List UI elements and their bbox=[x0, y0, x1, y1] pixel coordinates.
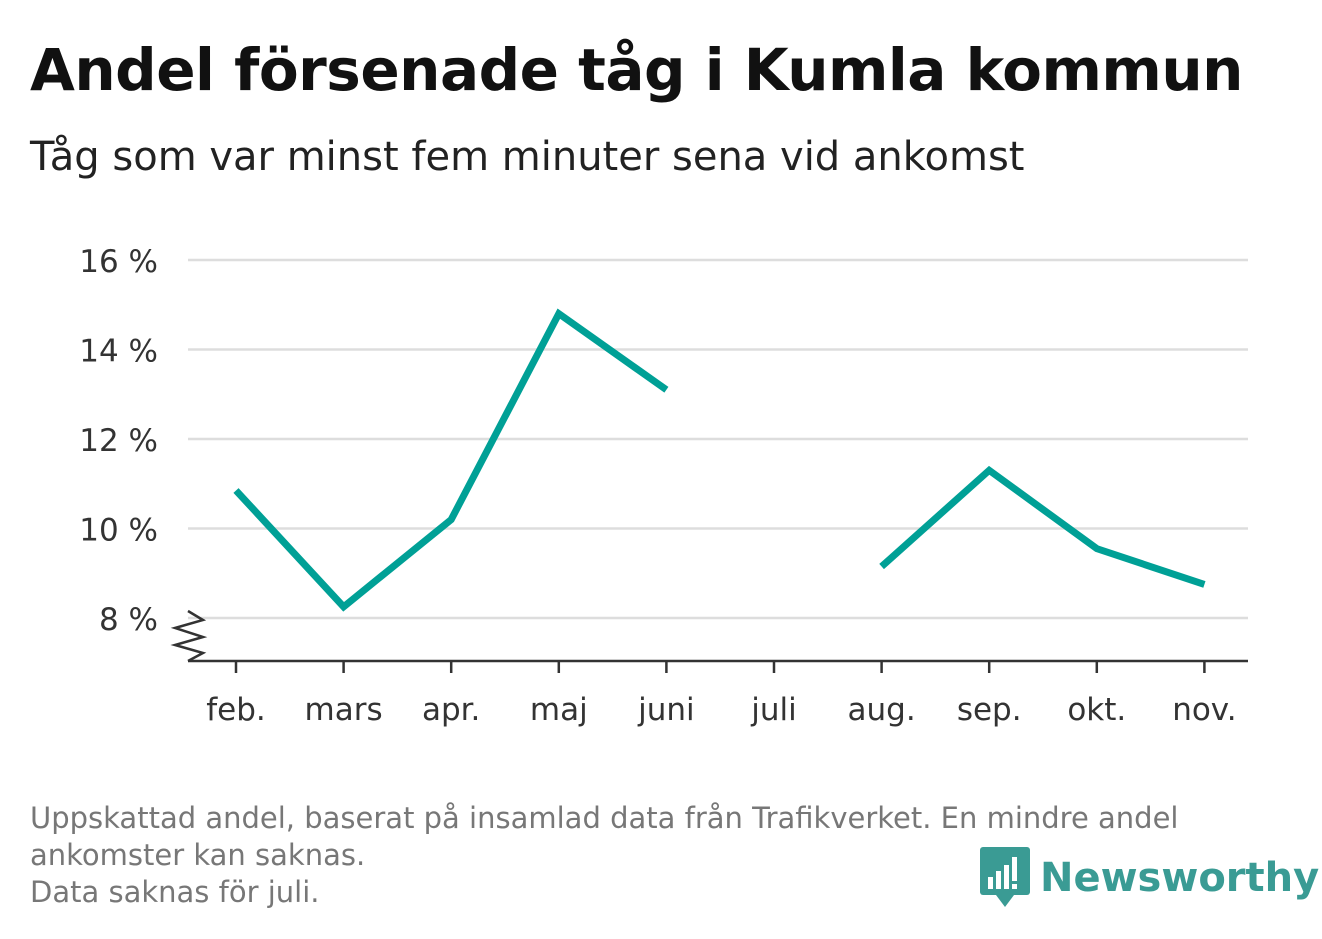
x-tick-label: nov. bbox=[1172, 692, 1236, 728]
x-tick-label: mars bbox=[305, 692, 383, 728]
line-chart: 8 % 10 % 12 % 14 % 16 % feb. mars apr. maj juni j… bbox=[79, 244, 1248, 728]
chart-title: Andel försenade tåg i Kumla kommun bbox=[30, 36, 1243, 104]
x-tick-label: maj bbox=[530, 692, 588, 728]
x-axis-ticks: feb. mars apr. maj juni juli aug. sep. okt. nov. bbox=[206, 661, 1237, 728]
series-line bbox=[233, 308, 669, 612]
series-line bbox=[879, 465, 1206, 588]
y-tick-label: 8 % bbox=[99, 602, 158, 638]
data-series bbox=[233, 308, 1206, 612]
footnote-line: ankomster kan saknas. bbox=[30, 838, 366, 872]
x-tick-label: juli bbox=[750, 692, 797, 728]
y-tick-label: 12 % bbox=[79, 423, 158, 459]
brand-name: Newsworthy bbox=[1040, 855, 1320, 901]
y-axis-ticks: 8 % 10 % 12 % 14 % 16 % bbox=[79, 244, 158, 638]
x-tick-label: aug. bbox=[848, 692, 916, 728]
x-tick-label: apr. bbox=[422, 692, 480, 728]
grid-lines bbox=[188, 258, 1248, 620]
y-tick-label: 14 % bbox=[79, 334, 158, 370]
brand-logo: Newsworthy bbox=[980, 846, 1319, 910]
x-tick-label: okt. bbox=[1067, 692, 1126, 728]
x-tick-label: sep. bbox=[957, 692, 1022, 728]
x-axis bbox=[170, 609, 1248, 663]
footnote: Uppskattad andel, baserat på insamlad da… bbox=[30, 800, 1280, 911]
x-tick-label: juni bbox=[637, 692, 695, 728]
y-tick-label: 10 % bbox=[79, 513, 158, 549]
chart-subtitle: Tåg som var minst fem minuter sena vid a… bbox=[30, 134, 1025, 180]
footnote-line: Data saknas för juli. bbox=[30, 875, 320, 909]
footnote-line: Uppskattad andel, baserat på insamlad da… bbox=[30, 801, 1179, 835]
x-tick-label: feb. bbox=[206, 692, 266, 728]
axis-break-icon bbox=[170, 609, 208, 663]
y-tick-label: 16 % bbox=[79, 244, 158, 280]
bar-chart-speech-bubble-icon bbox=[980, 847, 1030, 907]
